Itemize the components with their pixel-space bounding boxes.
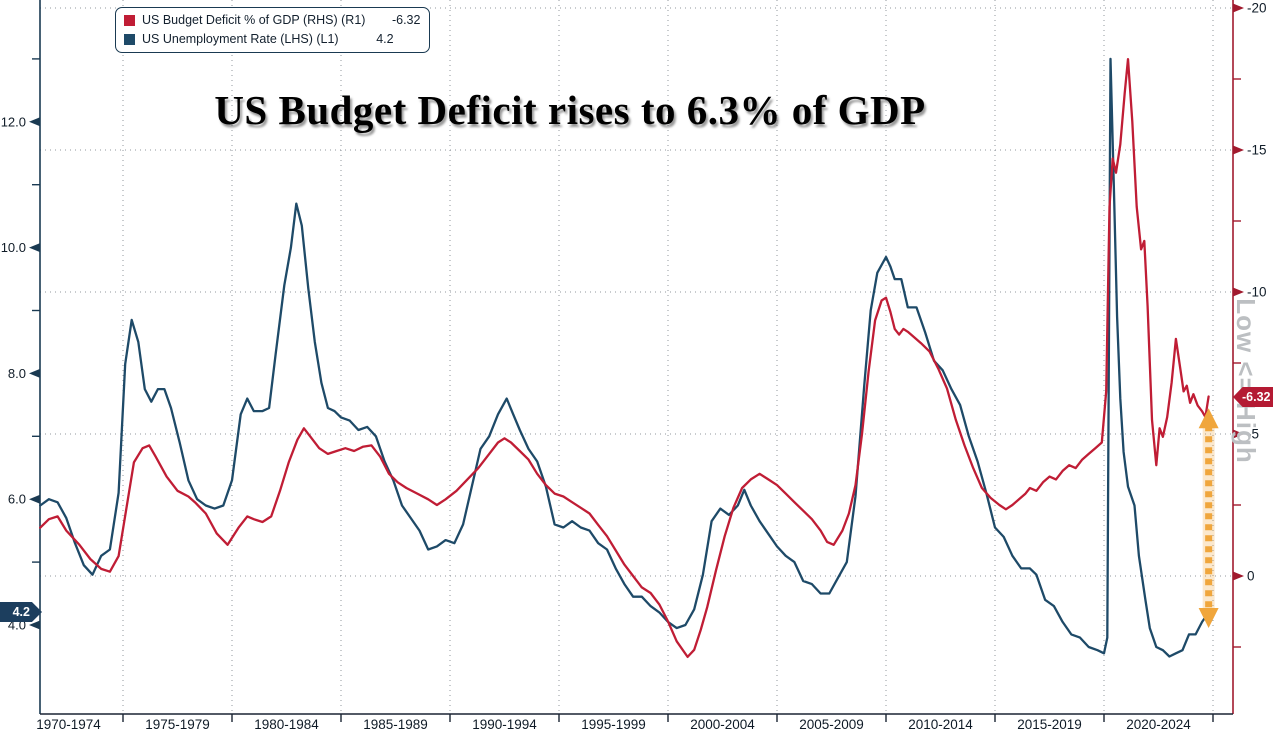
left-axis-tick-label: 6.0 [8,492,26,507]
right-axis-tick-label: -10 [1247,285,1267,300]
right-axis-tick-arrow-icon [1233,145,1244,155]
deficit-current-value-badge: -6.32 [1233,387,1273,407]
x-axis-band-label: 2015-2019 [1017,717,1082,732]
x-axis-band-label: 1970-1974 [36,717,101,732]
x-axis-band-label: 2005-2009 [799,717,864,732]
left-axis-tick-label: 12.0 [1,114,26,129]
unemployment-line [39,57,1210,658]
left-axis-tick-label: 8.0 [8,366,26,381]
legend-label-deficit: US Budget Deficit % of GDP (RHS) (R1) [142,13,366,27]
legend-box: US Budget Deficit % of GDP (RHS) (R1) -6… [115,7,431,53]
x-axis-band-label: 1980-1984 [254,717,319,732]
right-axis-tick-arrow-icon [1233,3,1244,13]
right-axis-tick-arrow-icon [1233,287,1244,297]
gap-arrow-up-head-icon [1198,408,1219,429]
right-axis-tick-label: 0 [1247,569,1255,584]
deficit-line [39,57,1210,659]
right-axis-tick-label: -20 [1247,1,1267,16]
left-axis-tick-arrow-icon [29,117,40,127]
x-axis-band-label: 1985-1989 [363,717,428,732]
x-axis-band-label: 2010-2014 [908,717,973,732]
right-axis-tick-arrow-icon [1233,429,1244,439]
right-axis-tick-label: -5 [1247,427,1259,442]
left-axis-tick-arrow-icon [29,368,40,378]
legend-swatch-deficit-icon [124,14,135,26]
unemployment-current-value-badge: 4.2 [0,602,42,622]
left-axis-tick-arrow-icon [29,494,40,504]
left-axis-tick-label: 10.0 [1,240,26,255]
legend-label-unemployment: US Unemployment Rate (LHS) (L1) [142,32,339,46]
x-axis-band-label: 2000-2004 [690,717,755,732]
right-axis-tick-label: -15 [1247,143,1267,158]
x-axis-band-label: 1990-1994 [472,717,537,732]
x-axis-band-label: 2020-2024 [1126,717,1191,732]
chart-title: US Budget Deficit rises to 6.3% of GDP [214,87,926,133]
legend-item-deficit[interactable]: US Budget Deficit % of GDP (RHS) (R1) -6… [124,11,420,29]
right-axis-tick-arrow-icon [1233,571,1244,581]
gap-arrow-down-head-icon [1198,608,1219,628]
left-axis-tick-arrow-icon [29,243,40,253]
legend-item-unemployment[interactable]: US Unemployment Rate (LHS) (L1) 4.2 [124,30,420,48]
legend-swatch-unemployment-icon [124,33,135,45]
x-axis-band-label: 1975-1979 [145,717,210,732]
left-axis-tick-arrow-icon [29,620,40,630]
legend-value-unemployment: 4.2 [376,32,394,46]
right-axis-low-high-note: Low <= High [1231,298,1261,464]
legend-value-deficit: -6.32 [391,13,421,27]
x-axis-band-label: 1995-1999 [581,717,646,732]
